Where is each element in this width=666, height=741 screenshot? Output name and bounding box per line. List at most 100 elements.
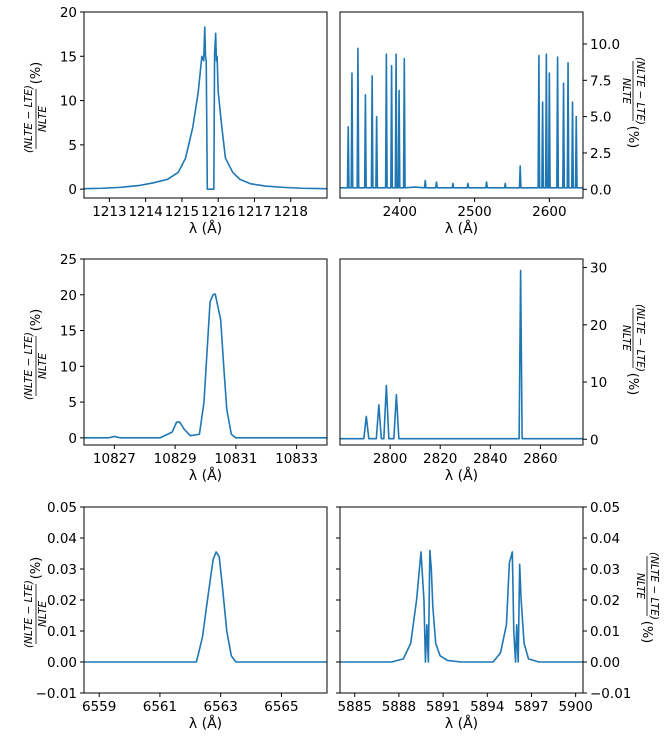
- y-label-numerator: (NLTE − LTE): [648, 552, 660, 620]
- y-tick-label: 20: [60, 5, 77, 21]
- x-tick-label: 10829: [154, 451, 197, 467]
- plot-frame-3: [83, 258, 328, 446]
- series-line-2-1: [340, 47, 583, 189]
- y-tick-label: 10: [60, 94, 77, 110]
- y-tick-label: 15: [60, 49, 77, 65]
- y-tick-label: 0.00: [47, 655, 77, 671]
- plot-frame-2: [339, 11, 584, 199]
- x-tick-label: 1215: [165, 204, 199, 220]
- panel-2: 2400 2500 2600 0.0 2.5 5.0 7.5 10.0 λ (Å) (NLTE −…: [339, 11, 646, 237]
- plot-frame-6: [339, 506, 584, 694]
- y-axis-label-3: (NLTE − LTE) NLTE (%): [23, 309, 49, 400]
- x-tick-label: 1214: [128, 204, 162, 220]
- y-tick-label: 0.04: [47, 531, 77, 547]
- x-tick-label: 1217: [237, 204, 271, 220]
- y-tick-label: 0.01: [590, 624, 620, 640]
- y-label-unit: (%): [29, 309, 44, 332]
- panel-4: 2800 2820 2840 2860 0 10 20 30 λ (Å) (NLTE − LTE)…: [339, 258, 646, 484]
- y-label-unit: (%): [625, 126, 640, 149]
- x-axis-label: λ (Å): [189, 715, 222, 732]
- y-label-unit: (%): [29, 62, 44, 85]
- y-label-numerator: (NLTE − LTE): [634, 57, 646, 125]
- y-tick-label: 0.05: [47, 500, 77, 516]
- x-tick-label: 5894: [470, 699, 504, 715]
- panel-1: 1213 1214 1215 1216 1217 1218 0 5 10 15 20 λ (Å) (NL…: [23, 5, 328, 237]
- x-tick-label: 6559: [82, 699, 116, 715]
- y-tick-label: 25: [60, 252, 77, 268]
- y-tick-label: −0.01: [36, 686, 77, 702]
- x-tick-label: 10833: [275, 451, 318, 467]
- y-tick-label: 10: [60, 359, 77, 375]
- x-tick-label: 10831: [214, 451, 257, 467]
- x-axis-label: λ (Å): [445, 467, 478, 484]
- x-tick-label: 2500: [457, 204, 491, 220]
- x-tick-label: 6563: [204, 699, 238, 715]
- y-tick-label: 0.0: [590, 182, 611, 198]
- series-line-1-1: [84, 26, 327, 190]
- y-tick-label: 0.00: [590, 655, 620, 671]
- y-label-numerator: (NLTE − LTE): [634, 304, 646, 372]
- x-tick-label: 5897: [514, 699, 548, 715]
- plot-frame-5: [83, 506, 328, 694]
- y-tick-label: 5: [68, 395, 77, 411]
- y-label-numerator: (NLTE − LTE): [23, 85, 35, 153]
- y-tick-label: 2.5: [590, 146, 611, 162]
- y-label-unit: (%): [639, 621, 654, 644]
- x-axis-label: λ (Å): [445, 220, 478, 237]
- y-tick-label: 0.01: [47, 624, 77, 640]
- x-tick-label: 2840: [473, 451, 507, 467]
- plot-frame-4: [339, 258, 584, 446]
- x-axis-label: λ (Å): [189, 220, 222, 237]
- y-label-denominator: NLTE: [37, 353, 49, 379]
- y-axis-label-2: (NLTE − LTE)NLTE (%): [620, 57, 646, 148]
- series-line-3-1: [84, 293, 327, 439]
- y-axis-label-5: (NLTE − LTE) NLTE (%): [23, 557, 49, 648]
- x-tick-label: 6561: [143, 699, 177, 715]
- y-axis-label-6: (NLTE − LTE)NLTE (%): [634, 552, 660, 643]
- y-label-numerator: (NLTE − LTE): [23, 580, 35, 648]
- y-tick-label: 5.0: [590, 110, 611, 126]
- y-label-unit: (%): [29, 557, 44, 580]
- y-tick-label: 20: [60, 288, 77, 304]
- y-tick-label: 30: [590, 261, 607, 277]
- y-label-denominator: NLTE: [634, 573, 646, 599]
- y-tick-label: 0: [590, 432, 599, 448]
- y-tick-label: 10.0: [590, 37, 620, 53]
- y-tick-label: 20: [590, 318, 607, 334]
- x-tick-label: 5891: [426, 699, 460, 715]
- panel-3: 10827 10829 10831 10833 0 5 10 15 20 25 λ (Å) (NLTE…: [23, 252, 328, 484]
- x-tick-label: 10827: [93, 451, 136, 467]
- y-tick-label: 0: [68, 182, 77, 198]
- x-tick-label: 2860: [523, 451, 557, 467]
- panel-6: 5885 5888 5891 5894 5897 5900−0.01 0.00 0.01 0.0…: [336, 500, 660, 732]
- series-line-6-1: [340, 549, 583, 663]
- plot-frame-1: [83, 11, 328, 199]
- y-label-unit: (%): [625, 373, 640, 396]
- x-tick-label: 2400: [383, 204, 417, 220]
- x-tick-label: 2600: [532, 204, 566, 220]
- x-tick-label: 2800: [373, 451, 407, 467]
- y-tick-label: 10: [590, 375, 607, 391]
- y-label-denominator: NLTE: [620, 325, 632, 351]
- y-label-denominator: NLTE: [37, 601, 49, 627]
- y-axis-label-4: (NLTE − LTE)NLTE (%): [620, 304, 646, 395]
- panel-5: 6559 6561 6563 6565 −0.01 0.00 0.01 0.02 0.03 0.0…: [23, 500, 328, 732]
- y-tick-label: 0.05: [590, 500, 620, 516]
- x-axis-label: λ (Å): [189, 467, 222, 484]
- y-tick-label: 5: [68, 138, 77, 154]
- y-label-numerator: (NLTE − LTE): [23, 332, 35, 400]
- y-label-denominator: NLTE: [620, 78, 632, 104]
- y-tick-label: 7.5: [590, 73, 611, 89]
- y-tick-label: 0.04: [590, 531, 620, 547]
- y-tick-label: −0.01: [590, 686, 631, 702]
- y-tick-label: 15: [60, 324, 77, 340]
- x-tick-label: 5900: [558, 699, 592, 715]
- series-line-4-1: [340, 269, 583, 440]
- y-tick-label: 0.03: [47, 562, 77, 578]
- y-tick-label: 0: [68, 431, 77, 447]
- x-axis-label: λ (Å): [445, 715, 478, 732]
- y-tick-label: 0.03: [590, 562, 620, 578]
- x-tick-label: 2820: [423, 451, 457, 467]
- y-tick-label: 0.02: [590, 593, 620, 609]
